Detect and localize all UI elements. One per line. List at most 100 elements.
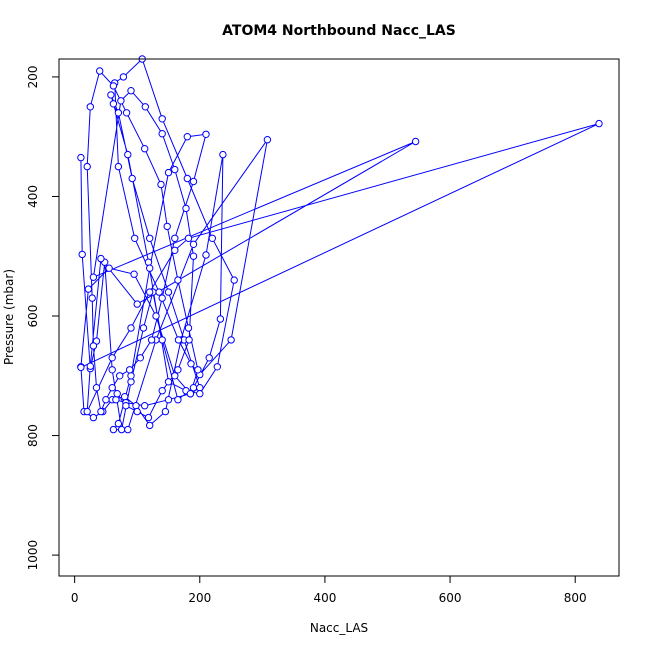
data-point	[187, 360, 195, 368]
y-axis-label: Pressure (mbar)	[2, 269, 16, 365]
data-point	[208, 234, 217, 243]
data-point	[136, 354, 145, 362]
data-point	[171, 165, 179, 174]
data-point	[139, 324, 148, 332]
series-line-1	[80, 58, 600, 431]
data-point	[133, 300, 141, 308]
data-point	[77, 153, 85, 162]
data-point	[184, 234, 193, 243]
data-point	[108, 366, 116, 374]
data-point	[112, 396, 120, 404]
data-point	[189, 252, 198, 260]
plot-frame	[58, 58, 620, 577]
data-point	[108, 354, 116, 362]
data-point	[263, 136, 272, 144]
data-point	[77, 363, 85, 372]
plot-series	[74, 55, 603, 434]
data-point	[158, 336, 166, 344]
data-point	[97, 407, 105, 416]
data-point	[174, 276, 182, 284]
data-point	[83, 407, 91, 416]
data-point	[141, 145, 149, 153]
data-point	[202, 251, 210, 259]
x-tick-label: 400	[313, 591, 336, 605]
data-point	[78, 250, 86, 259]
data-point	[122, 109, 131, 117]
y-tick-label: 400	[26, 185, 40, 208]
data-point	[126, 366, 134, 374]
data-point	[119, 73, 128, 81]
data-point	[158, 294, 166, 302]
data-point	[164, 396, 173, 404]
data-point	[89, 413, 98, 422]
data-point	[86, 103, 95, 111]
data-point	[155, 288, 163, 296]
data-point	[102, 396, 110, 404]
data-point	[124, 150, 132, 159]
data-point	[182, 204, 190, 213]
data-point	[185, 336, 193, 344]
data-point	[109, 100, 118, 108]
data-point	[122, 402, 130, 410]
data-point	[132, 402, 140, 410]
data-point	[174, 396, 182, 404]
y-tick-label: 200	[26, 65, 40, 88]
data-point	[108, 384, 116, 392]
data-point	[109, 82, 118, 90]
data-point	[171, 246, 179, 255]
data-point	[216, 315, 225, 323]
data-point	[133, 407, 141, 416]
data-point	[124, 425, 132, 434]
data-point	[147, 336, 156, 344]
data-point	[183, 174, 192, 183]
data-point	[105, 264, 113, 272]
data-point	[158, 115, 166, 123]
data-point	[146, 264, 154, 272]
data-point	[230, 276, 238, 284]
data-point	[113, 390, 121, 398]
data-point	[202, 130, 210, 139]
data-point	[158, 387, 166, 395]
x-tick-label: 600	[439, 591, 462, 605]
data-point	[107, 91, 115, 99]
y-tick-label: 800	[26, 424, 40, 447]
data-point	[189, 384, 198, 392]
data-point	[144, 413, 153, 422]
data-point	[219, 150, 227, 159]
data-point	[114, 419, 123, 428]
data-point	[144, 258, 153, 266]
data-point	[196, 384, 204, 392]
data-point	[114, 162, 123, 171]
data-point	[83, 162, 91, 171]
data-point	[131, 234, 139, 243]
data-point	[171, 372, 179, 380]
y-tick-label: 1000	[26, 540, 40, 571]
data-point	[84, 285, 93, 293]
data-point	[128, 174, 136, 183]
y-axis: 200 400 600 800 1000	[26, 65, 60, 571]
data-point	[146, 288, 154, 296]
data-point	[196, 390, 204, 398]
data-point	[152, 312, 160, 320]
data-point	[227, 336, 235, 344]
data-point	[205, 354, 213, 362]
data-point	[411, 137, 420, 146]
data-point	[97, 254, 105, 263]
data-point	[146, 421, 154, 430]
data-point	[171, 234, 179, 243]
data-point	[130, 270, 138, 278]
data-point	[109, 425, 118, 434]
data-point	[213, 363, 222, 371]
data-point	[121, 393, 129, 401]
data-point	[141, 103, 150, 111]
x-axis-label: Nacc_LAS	[310, 621, 368, 635]
data-point	[146, 234, 154, 243]
x-tick-label: 800	[564, 591, 587, 605]
data-point	[127, 324, 135, 332]
data-point	[92, 384, 101, 392]
x-tick-label: 200	[188, 591, 211, 605]
data-point	[141, 402, 149, 410]
data-point	[117, 97, 125, 105]
data-point	[164, 288, 173, 296]
